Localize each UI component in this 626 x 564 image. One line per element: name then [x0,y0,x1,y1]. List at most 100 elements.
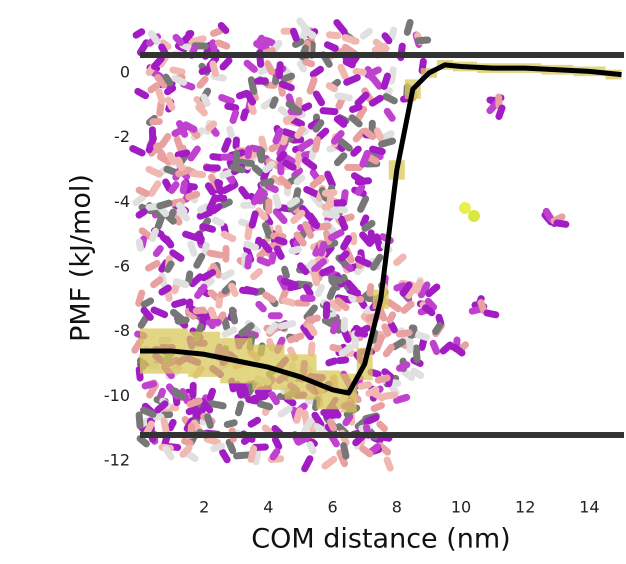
molecule [143,420,155,436]
molecule [247,416,262,428]
molecule [305,322,318,337]
molecule [435,313,445,327]
molecule [313,423,327,434]
molecule [381,32,393,45]
molecule [210,442,225,453]
molecule [264,182,279,194]
molecule [135,208,148,219]
molecule [275,61,284,80]
molecule [162,178,173,192]
molecule [206,194,219,212]
molecule [319,265,335,277]
molecule [162,73,174,87]
molecule [194,283,208,300]
molecule [278,80,295,92]
molecule [182,121,198,133]
y-tick-label: 0 [120,62,130,81]
molecule [277,175,292,190]
molecule [196,75,209,89]
molecule [368,94,384,107]
molecule [138,227,153,240]
molecule [187,145,201,162]
molecule [252,449,262,466]
molecule [323,41,339,52]
molecule [132,28,146,39]
molecule [373,127,384,142]
x-tick-label: 14 [579,498,599,517]
molecule [148,180,162,197]
molecule [336,449,349,468]
molecule [169,249,185,262]
molecule [218,94,235,105]
molecule [219,57,233,71]
molecule [388,26,398,41]
molecule [380,72,391,90]
ion [468,210,480,222]
molecule [382,93,398,105]
y-tick-label: -4 [114,192,130,211]
molecule [137,314,150,329]
molecule [486,100,500,115]
molecule [297,138,314,152]
molecule [337,215,349,231]
molecule [268,391,280,406]
molecule [135,238,144,252]
molecule [399,281,413,297]
molecule [329,205,349,214]
molecule [244,145,253,160]
molecule [468,305,485,315]
molecule [175,208,190,222]
molecule [209,153,225,161]
molecule [354,91,370,107]
y-tick-label: -8 [114,321,130,340]
molecule [248,210,259,229]
molecule [240,383,250,398]
molecule [357,381,373,390]
molecule [169,197,186,207]
molecule [297,262,310,276]
molecule [219,198,233,209]
molecule [281,297,297,307]
molecule [280,277,299,289]
molecule [348,114,363,128]
ion [459,202,471,214]
molecule [429,339,441,356]
molecule [136,435,150,448]
molecule [325,357,339,367]
molecule [308,217,321,230]
molecule [240,108,249,122]
molecule [266,240,284,251]
molecule [483,309,500,319]
molecule [255,300,267,313]
molecule [323,229,332,246]
molecule [412,344,421,364]
molecule [195,103,208,117]
molecule [319,107,339,116]
molecule [410,367,425,379]
molecule [376,442,392,456]
molecule [243,59,258,73]
molecule [393,282,408,292]
molecule [220,230,237,243]
molecule [215,294,224,309]
molecule [244,222,253,241]
molecule [439,341,454,355]
pmf-line [140,62,622,396]
molecule [164,96,176,111]
molecule [357,195,370,213]
molecule [351,330,360,349]
molecule [309,174,326,189]
molecule [135,411,144,430]
molecule [396,361,411,372]
molecule [311,411,325,428]
molecule [214,178,225,196]
molecule [232,149,241,169]
molecule [250,267,263,281]
molecule [305,314,321,324]
molecule [238,322,255,337]
molecule [155,88,166,105]
molecule [147,82,160,94]
molecule [418,336,428,351]
molecule [301,417,314,435]
molecule [553,219,570,228]
